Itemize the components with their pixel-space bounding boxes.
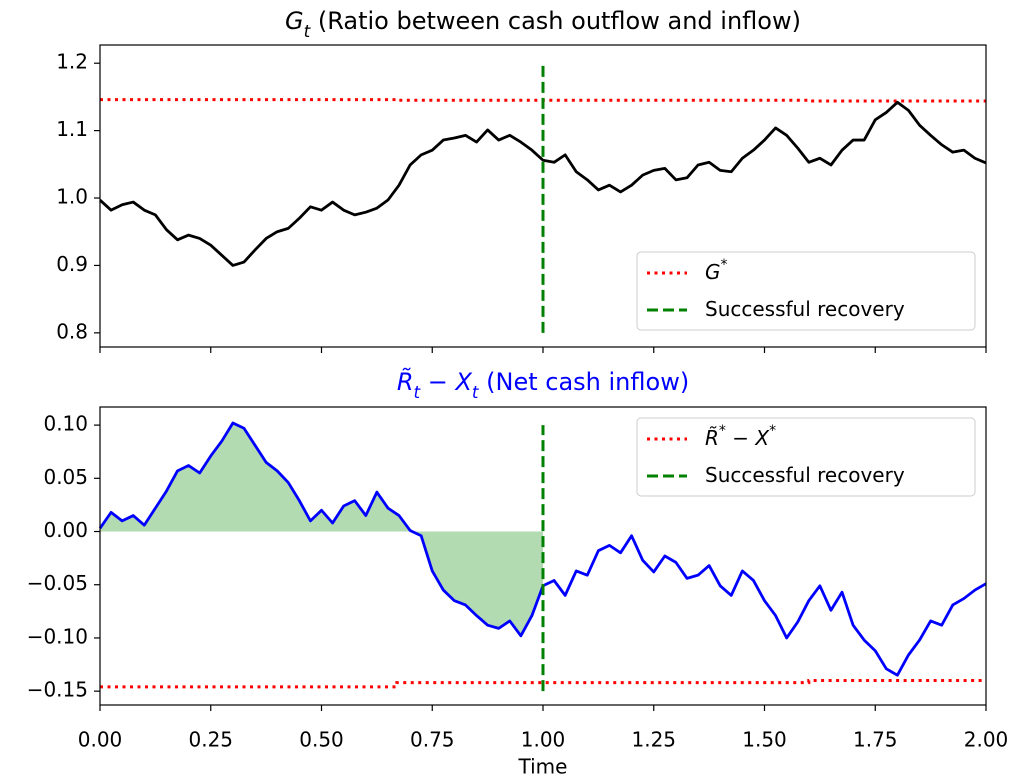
text-part: * [769,423,776,439]
x-tick-label: 0.75 [410,728,455,752]
text-part: G [285,7,304,35]
chart-title: R̃t − Xt (Net cash inflow) [397,368,689,402]
y-tick-label: 0.8 [56,319,88,343]
data-line [99,100,987,267]
x-tick-label: 1.25 [631,728,676,752]
text-part: − [420,368,455,396]
text-part: Successful recovery [705,297,905,321]
fill-area [100,422,543,636]
y-tick-label: 1.1 [56,117,88,141]
y-tick-label: 0.05 [43,465,88,489]
x-tick-label: 0.25 [188,728,233,752]
x-tick-label: 0.00 [78,728,123,752]
legend-label: Successful recovery [705,463,905,487]
reference-line [100,98,986,103]
legend-box [636,251,976,331]
y-tick-label: 0.00 [43,518,88,542]
text-part: t [414,382,422,402]
text-part: t [304,21,312,41]
text-part: Successful recovery [705,463,905,487]
y-tick-label: 0.10 [43,412,88,436]
legend-label: Successful recovery [705,297,905,321]
y-tick-label: 0.9 [56,252,88,276]
text-part: X [453,368,472,396]
y-tick-label: −0.10 [27,624,88,648]
plot-frame [99,406,987,706]
text-part: (Net cash inflow) [479,368,690,396]
y-tick-label: 1.2 [56,50,88,74]
y-tick-label: 1.0 [56,185,88,209]
x-tick-label: 1.00 [521,728,566,752]
text-part: * [721,257,728,273]
legend-box [636,417,976,497]
text-part: (Ratio between cash outflow and inflow) [310,7,801,35]
chart-title: Gt (Ratio between cash outflow and inflo… [285,7,801,41]
text-part: * [719,423,726,439]
x-axis-label: Time [518,755,568,779]
text-part: G [705,260,721,284]
text-part: R̃ [705,426,719,450]
x-tick-label: 2.00 [964,728,1009,752]
legend-label: R̃* − X* [705,423,776,450]
y-tick-label: −0.05 [27,571,88,595]
legend-label: G* [705,257,728,284]
y-tick-label: −0.15 [27,678,88,702]
text-part: t [472,382,480,402]
text-part: − [726,426,755,450]
x-tick-label: 1.75 [853,728,898,752]
text-part: R̃ [397,368,414,396]
reference-line [100,679,986,689]
plot-frame [99,44,987,348]
text-part: X [754,426,770,450]
x-tick-label: 0.50 [299,728,344,752]
x-tick-label: 1.50 [742,728,787,752]
